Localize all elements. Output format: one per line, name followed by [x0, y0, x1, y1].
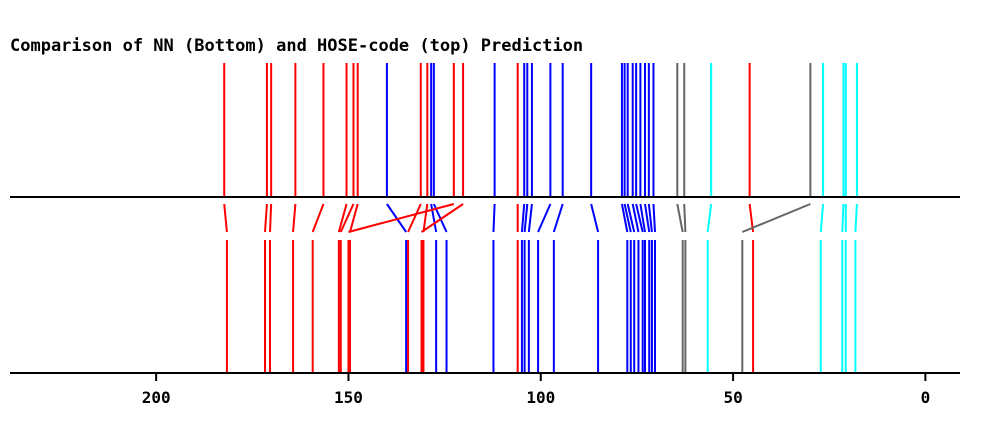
connector-26 — [626, 203, 636, 233]
tick-label-0: 0 — [921, 388, 931, 407]
connector-16 — [492, 203, 496, 233]
connector-23 — [590, 203, 600, 233]
connector-20 — [527, 203, 533, 233]
tick-label-50: 50 — [723, 388, 742, 407]
connector-31 — [647, 203, 653, 233]
x-axis-ticks: 200 150 100 50 0 — [142, 373, 931, 407]
connector-34 — [683, 203, 687, 233]
connector-3 — [269, 203, 273, 233]
tick-label-150: 150 — [334, 388, 363, 407]
connector-2 — [264, 203, 268, 233]
connector-22 — [552, 203, 564, 233]
connector-41 — [854, 203, 858, 233]
connector-19 — [523, 203, 529, 233]
connector-28 — [635, 203, 644, 233]
connector-27 — [631, 203, 640, 233]
connector-11 — [422, 203, 429, 233]
connector-15 — [420, 203, 464, 233]
tick-label-100: 100 — [526, 388, 555, 407]
connector-39 — [841, 203, 845, 233]
connector-18 — [520, 203, 526, 233]
connector-30 — [644, 203, 651, 233]
connector-33 — [676, 203, 684, 233]
connector-14 — [348, 203, 455, 233]
connector-4 — [292, 203, 297, 233]
connector-5 — [311, 203, 325, 233]
connector-6 — [337, 203, 348, 233]
chart-title: Comparison of NN (Bottom) and HOSE-code … — [10, 36, 583, 56]
connector-7 — [339, 203, 355, 233]
connector-12 — [430, 203, 438, 233]
connector-32 — [652, 203, 656, 233]
bottom-nn-sticks — [225, 240, 857, 373]
connector-35 — [706, 203, 713, 233]
top-hose-sticks — [223, 63, 858, 197]
connector-37 — [741, 203, 811, 233]
tick-label-200: 200 — [142, 388, 171, 407]
connector-21 — [537, 203, 552, 233]
connector-25 — [623, 203, 632, 233]
connector-10 — [407, 203, 422, 233]
connector-38 — [819, 203, 825, 233]
connector-24 — [620, 203, 629, 233]
connector-8 — [349, 203, 359, 233]
connector-1 — [223, 203, 228, 233]
connector-9 — [386, 203, 407, 233]
connector-29 — [639, 203, 646, 233]
connector-lines — [223, 203, 858, 233]
